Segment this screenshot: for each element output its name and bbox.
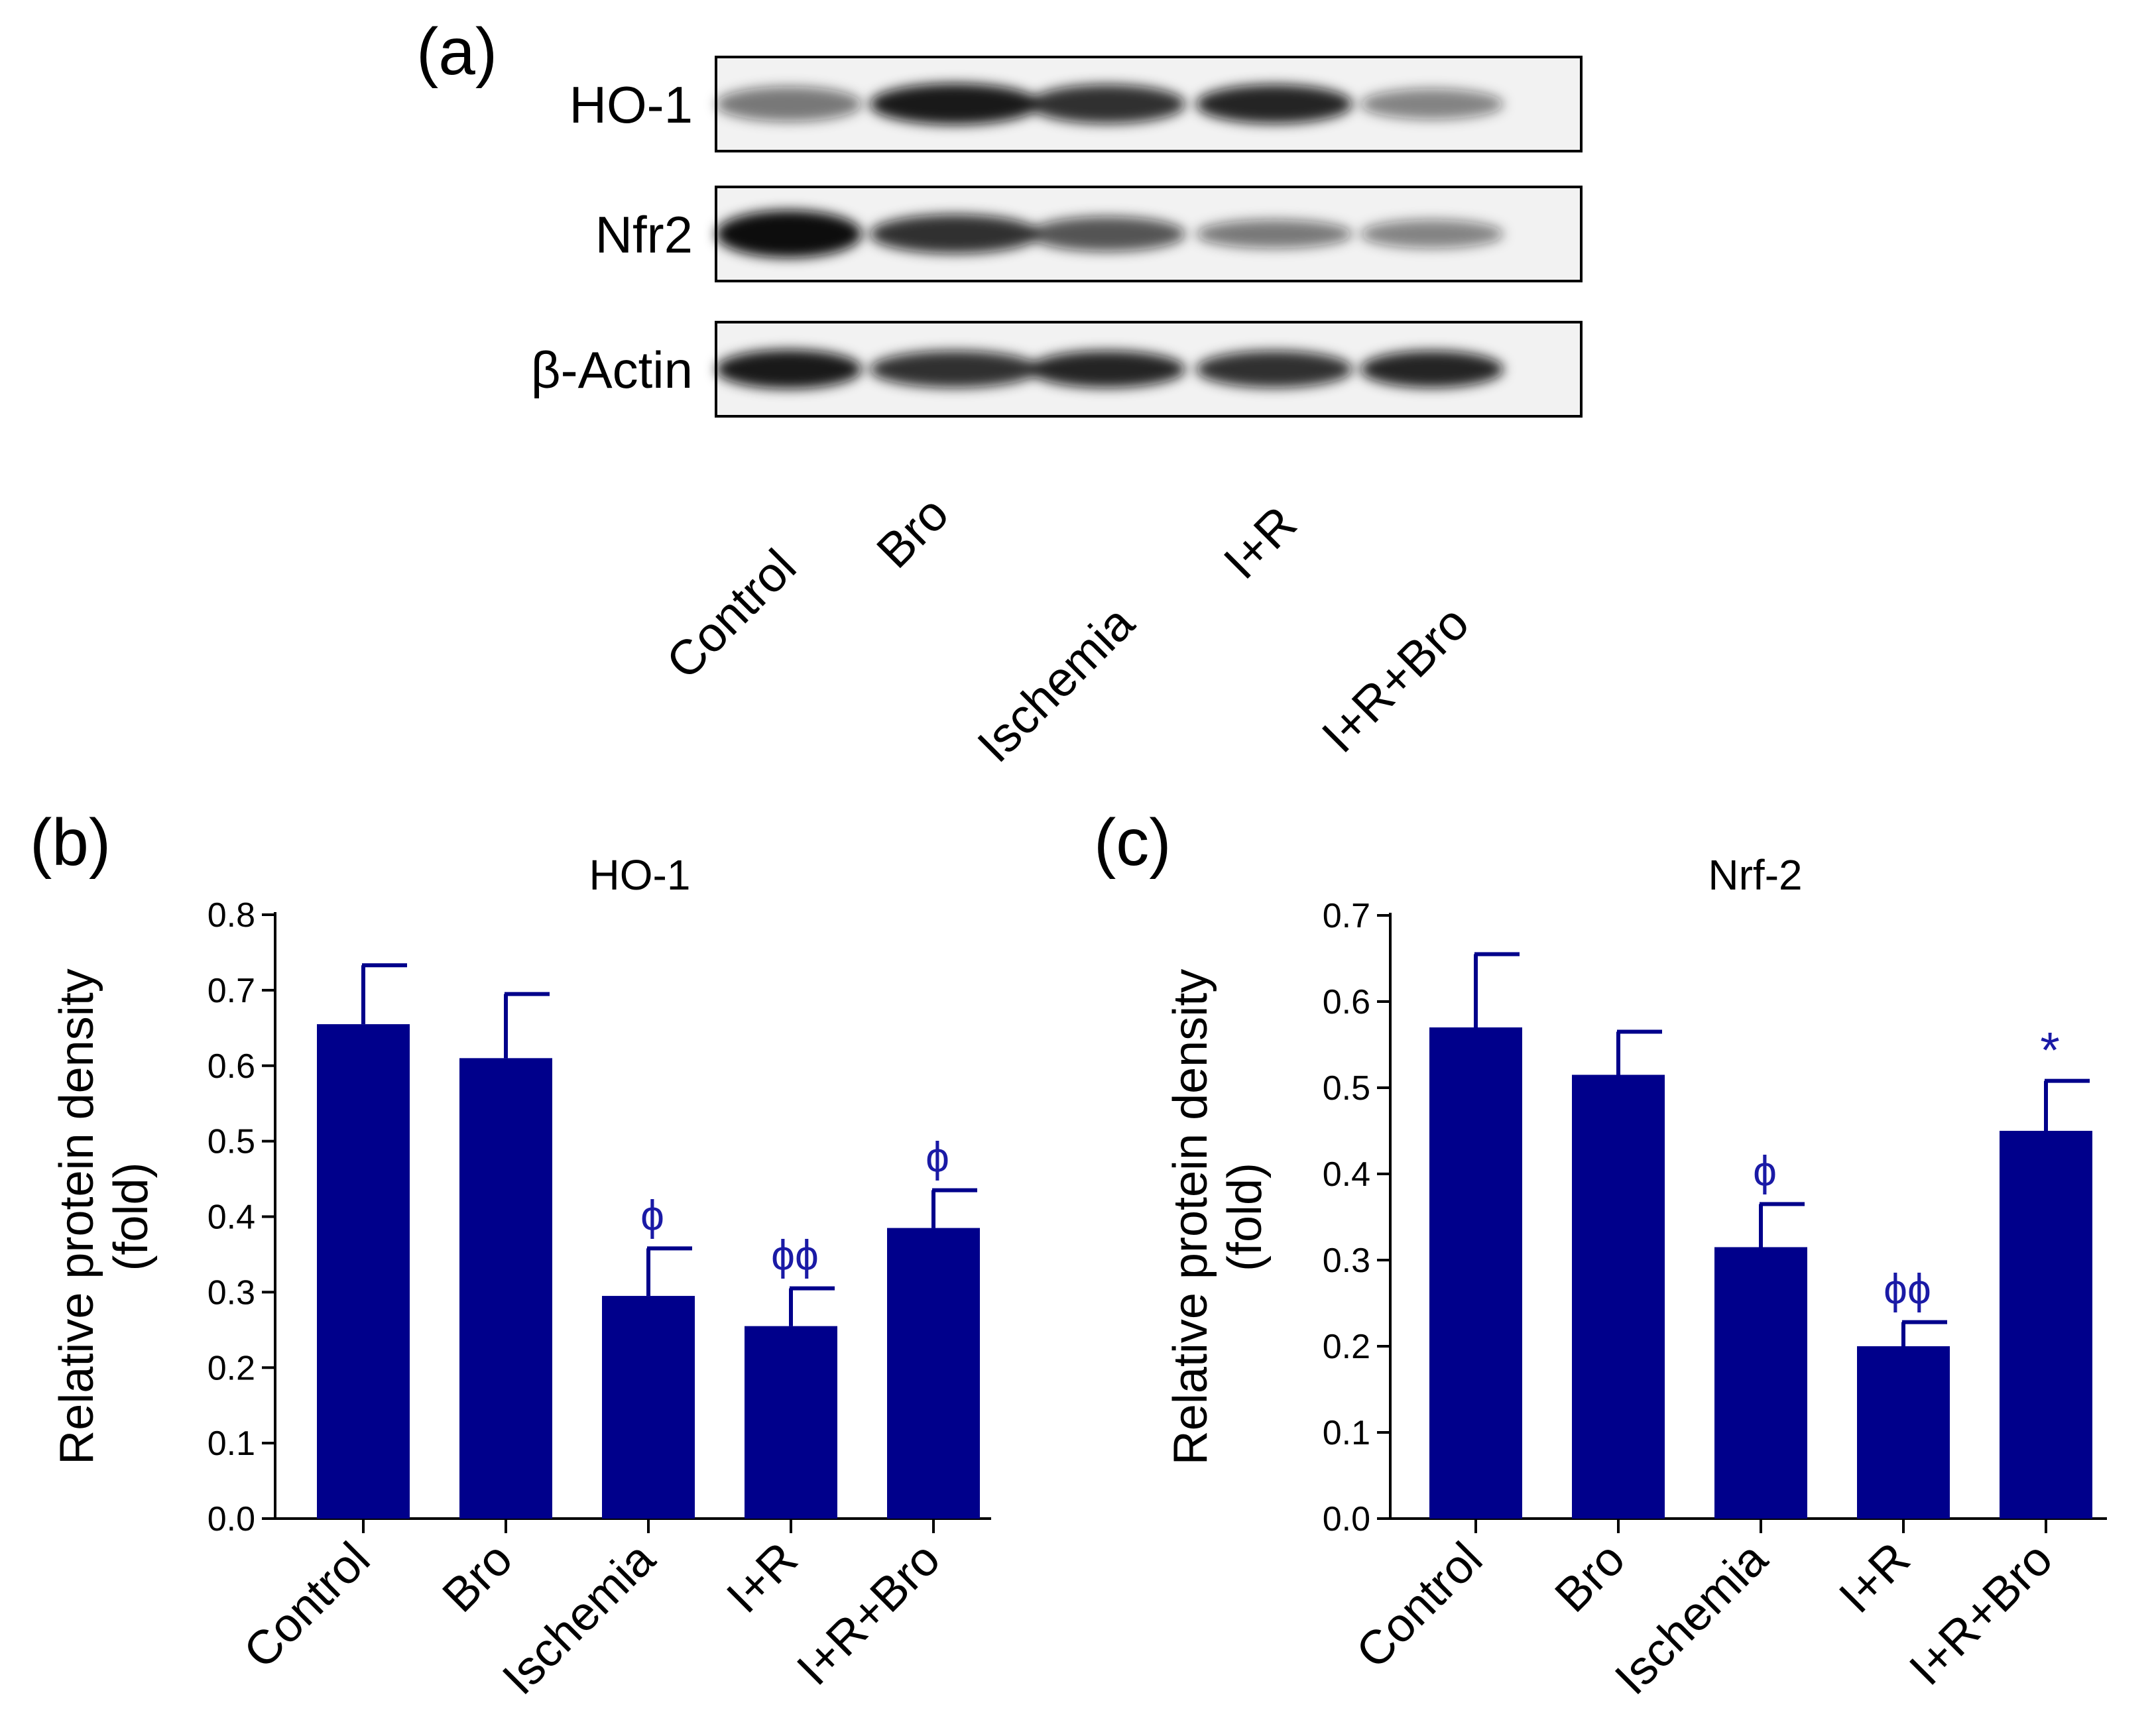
blot-lane-label-ischemia: Ischemia [967, 595, 1145, 773]
band-nfr2-i-r [1196, 219, 1352, 249]
blot-bands-actin [716, 349, 1504, 389]
y-tick-label: 0.6 [1323, 983, 1370, 1021]
blot-bands-ho-1 [716, 83, 1504, 125]
blot-lane-label-i-r-bro: I+R+Bro [1311, 595, 1480, 764]
band-actin-ischemia [1029, 351, 1185, 388]
band-ho-1-bro [870, 83, 1040, 125]
y-tick-label: 0.2 [208, 1349, 255, 1387]
blot-row-label-actin: β-Actin [531, 341, 693, 399]
band-ho-1-ischemia [1029, 84, 1185, 124]
y-tick-label: 0.7 [208, 972, 255, 1010]
x-tick-label-control: Control [234, 1533, 381, 1679]
blot-row-ho-1: HO-1 [569, 56, 1583, 152]
y-axis-label-line2: (fold) [1219, 1163, 1272, 1271]
blot-row-actin: β-Actin [531, 321, 1583, 418]
y-tick-label: 0.4 [1323, 1155, 1370, 1194]
y-tick-label: 0.6 [208, 1047, 255, 1086]
band-actin-i-r-bro [1360, 351, 1504, 388]
significance-marker-i-r-bro: ϕ [926, 1133, 949, 1181]
x-tick-label-control: Control [1347, 1533, 1493, 1679]
y-axis-label-line2: (fold) [105, 1162, 158, 1271]
bar-ischemia [602, 1296, 695, 1519]
y-tick-label: 0.1 [208, 1424, 255, 1463]
blot-lane-label-control: Control [656, 539, 806, 689]
blot-row-nfr2: Nfr2 [595, 186, 1583, 282]
y-tick-label: 0.3 [208, 1273, 255, 1312]
ho1-bar-chart: (b) HO-1 Relative protein density (fold) 0.0… [30, 805, 991, 1705]
y-tick-label: 0.0 [1323, 1500, 1370, 1538]
significance-marker-i-r: ϕϕ [771, 1232, 819, 1279]
band-nfr2-control [716, 210, 862, 258]
blot-lane-label-bro: Bro [866, 486, 959, 579]
x-tick-label-ischemia: Ischemia [1605, 1532, 1778, 1705]
y-tick-label: 0.8 [208, 896, 255, 935]
panel-label-a: (a) [416, 15, 497, 89]
x-tick-label-i-r: I+R [717, 1533, 808, 1623]
bar-i-r [1857, 1346, 1950, 1519]
bar-control [1429, 1027, 1522, 1519]
significance-marker-i-r-bro: * [2040, 1023, 2060, 1079]
nrf2-bar-chart: (c) Nrf-2 Relative protein density (fold) 0.… [1094, 805, 2107, 1705]
bar-i-r-bro [887, 1228, 980, 1519]
y-axis-label: Relative protein density (fold) [50, 968, 158, 1464]
panel-label-nrf-2: (c) [1094, 805, 1171, 880]
band-nfr2-ischemia [1029, 216, 1185, 252]
panel-label-ho-1: (b) [30, 805, 111, 880]
y-axis-label-line1: Relative protein density [50, 968, 103, 1464]
y-tick-label: 0.1 [1323, 1414, 1370, 1452]
bar-ischemia [1714, 1247, 1807, 1519]
bar-i-r-bro [2000, 1131, 2092, 1519]
y-tick-label: 0.3 [1323, 1242, 1370, 1280]
y-tick-label: 0.4 [208, 1198, 255, 1237]
band-nfr2-bro [870, 214, 1040, 254]
bar-bro [459, 1058, 552, 1519]
y-tick-label: 0.5 [1323, 1069, 1370, 1108]
y-axis-label-line1: Relative protein density [1164, 969, 1217, 1465]
x-tick-label-i-r-bro: I+R+Bro [787, 1533, 950, 1696]
chart-title: HO-1 [589, 851, 691, 899]
y-axis-label: Relative protein density (fold) [1164, 969, 1272, 1465]
blot-row-label-nfr2: Nfr2 [595, 205, 693, 264]
band-actin-control [716, 349, 862, 389]
significance-marker-ischemia: ϕ [640, 1191, 664, 1239]
bar-bro [1572, 1074, 1665, 1519]
y-tick-label: 0.5 [208, 1123, 255, 1161]
bar-control [317, 1024, 410, 1519]
x-tick-label-ischemia: Ischemia [493, 1532, 666, 1705]
x-tick-label-bro: Bro [1545, 1533, 1636, 1623]
blot-bands-nfr2 [716, 210, 1504, 258]
blot-lane-label-i-r: I+R [1213, 496, 1307, 590]
x-tick-label-i-r-bro: I+R+Bro [1899, 1533, 2063, 1696]
bar-i-r [745, 1326, 837, 1519]
x-tick-label-i-r: I+R [1829, 1533, 1920, 1623]
blot-row-label-ho-1: HO-1 [569, 76, 693, 134]
band-ho-1-i-r-bro [1360, 88, 1504, 120]
significance-marker-i-r: ϕϕ [1884, 1265, 1931, 1313]
x-tick-label-bro: Bro [433, 1533, 523, 1623]
band-actin-bro [870, 351, 1040, 388]
chart-title: Nrf-2 [1708, 851, 1802, 899]
band-actin-i-r [1196, 351, 1352, 388]
y-tick-label: 0.0 [208, 1500, 255, 1538]
y-tick-label: 0.2 [1323, 1328, 1370, 1366]
band-ho-1-control [716, 86, 862, 122]
y-tick-label: 0.7 [1323, 897, 1370, 935]
band-ho-1-i-r [1196, 84, 1352, 124]
significance-marker-ischemia: ϕ [1753, 1147, 1777, 1195]
band-nfr2-i-r-bro [1360, 219, 1504, 249]
